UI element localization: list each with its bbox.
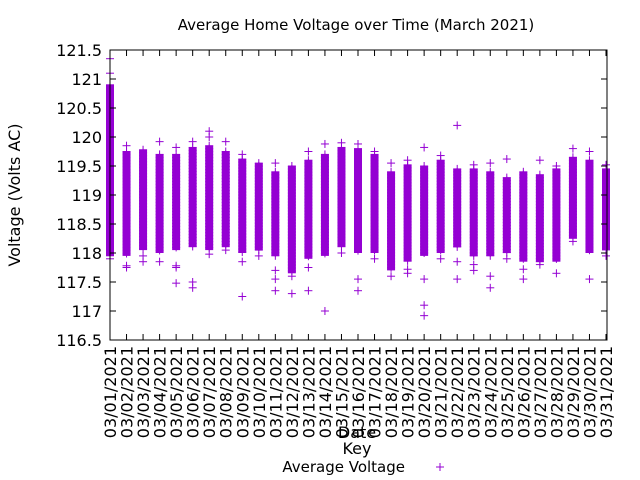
plot-marks [106, 54, 610, 320]
day-points-03-31-2021 [602, 160, 610, 260]
day-points-03-15-2021 [337, 138, 346, 257]
x-tick-label: 03/11/2021 [266, 346, 285, 438]
x-tick-label: 03/20/2021 [415, 346, 434, 438]
y-tick-label: 117.5 [56, 273, 102, 292]
day-points-03-23-2021 [469, 160, 478, 275]
day-points-03-05-2021 [172, 143, 181, 288]
legend-marker [436, 463, 444, 471]
y-tick-label: 119 [71, 186, 102, 205]
x-tick-label: 03/13/2021 [299, 346, 318, 438]
day-points-03-03-2021 [139, 145, 148, 266]
plot-frame [109, 49, 608, 341]
day-points-03-10-2021 [254, 159, 263, 260]
x-axis-label: Date [338, 423, 376, 442]
day-points-03-26-2021 [519, 167, 528, 284]
day-points-03-21-2021 [436, 151, 445, 263]
day-points-03-07-2021 [205, 127, 214, 259]
day-points-03-11-2021 [271, 159, 280, 295]
day-points-03-28-2021 [552, 162, 561, 278]
x-tick-label: 03/17/2021 [366, 346, 385, 438]
day-points-03-06-2021 [188, 137, 197, 292]
day-points-03-09-2021 [238, 150, 247, 301]
day-points-03-29-2021 [568, 144, 577, 246]
x-tick-label: 03/08/2021 [217, 346, 236, 438]
day-points-03-13-2021 [304, 147, 313, 295]
x-tick-label: 03/06/2021 [184, 346, 203, 438]
y-tick-label: 121 [71, 70, 102, 89]
x-tick-label: 03/29/2021 [564, 346, 583, 438]
chart-title: Average Home Voltage over Time (March 20… [178, 16, 535, 34]
y-tick-label: 119.5 [56, 157, 102, 176]
x-tick-label: 03/19/2021 [399, 346, 418, 438]
x-tick-label: 03/21/2021 [432, 346, 451, 438]
y-tick-label: 121.5 [56, 41, 102, 60]
x-tick-label: 03/03/2021 [134, 346, 153, 438]
x-tick-label: 03/15/2021 [332, 346, 351, 438]
day-points-03-04-2021 [155, 137, 164, 266]
y-axis-ticks: 116.5 117 117.5 118 118.5 119 119.5 120 120.5 121… [56, 41, 607, 350]
x-tick-label: 03/25/2021 [498, 346, 517, 438]
y-axis-label: Voltage (Volts AC) [5, 123, 24, 266]
day-points-03-24-2021 [486, 159, 495, 292]
day-points-03-22-2021 [453, 121, 462, 284]
x-tick-label: 03/07/2021 [200, 346, 219, 438]
x-tick-label: 03/09/2021 [233, 346, 252, 438]
day-points-03-14-2021 [320, 139, 329, 315]
x-tick-label: 03/22/2021 [448, 346, 467, 438]
y-tick-label: 120 [71, 128, 102, 147]
x-tick-label: 03/04/2021 [151, 346, 170, 438]
y-tick-label: 116.5 [56, 331, 102, 350]
x-tick-label: 03/24/2021 [481, 346, 500, 438]
x-tick-label: 03/14/2021 [316, 346, 335, 438]
y-tick-label: 118 [71, 244, 102, 263]
day-points-03-19-2021 [403, 156, 412, 278]
x-tick-label: 03/27/2021 [531, 346, 550, 438]
day-points-03-02-2021 [122, 141, 131, 272]
x-axis-ticks: 03/01/202103/02/202103/03/202103/04/2021… [101, 50, 616, 438]
x-tick-label: 03/10/2021 [250, 346, 269, 438]
day-points-03-18-2021 [387, 159, 396, 281]
x-tick-label: 03/01/2021 [101, 346, 120, 438]
day-points-03-25-2021 [502, 155, 511, 263]
day-points-03-20-2021 [420, 143, 429, 320]
x-tick-label: 03/18/2021 [382, 346, 401, 438]
x-tick-label: 03/02/2021 [118, 346, 137, 438]
day-points-03-12-2021 [287, 162, 296, 298]
legend-label-average-voltage: Average Voltage [282, 458, 405, 476]
x-tick-label: 03/12/2021 [283, 346, 302, 438]
x-tick-label: 03/23/2021 [465, 346, 484, 438]
x-tick-label: 03/05/2021 [167, 346, 186, 438]
day-points-03-27-2021 [535, 156, 544, 269]
x-tick-label: 03/26/2021 [514, 346, 533, 438]
y-tick-label: 120.5 [56, 99, 102, 118]
day-points-03-17-2021 [370, 147, 379, 263]
y-tick-label: 118.5 [56, 215, 102, 234]
day-points-03-30-2021 [585, 147, 594, 284]
legend-title: Key [342, 439, 371, 458]
y-tick-label: 117 [71, 302, 102, 321]
x-tick-label: 03/16/2021 [349, 346, 368, 438]
day-points-03-16-2021 [354, 139, 362, 295]
x-tick-label: 03/31/2021 [597, 346, 616, 438]
day-points-03-08-2021 [221, 137, 230, 255]
x-tick-label: 03/30/2021 [580, 346, 599, 438]
x-tick-label: 03/28/2021 [547, 346, 566, 438]
